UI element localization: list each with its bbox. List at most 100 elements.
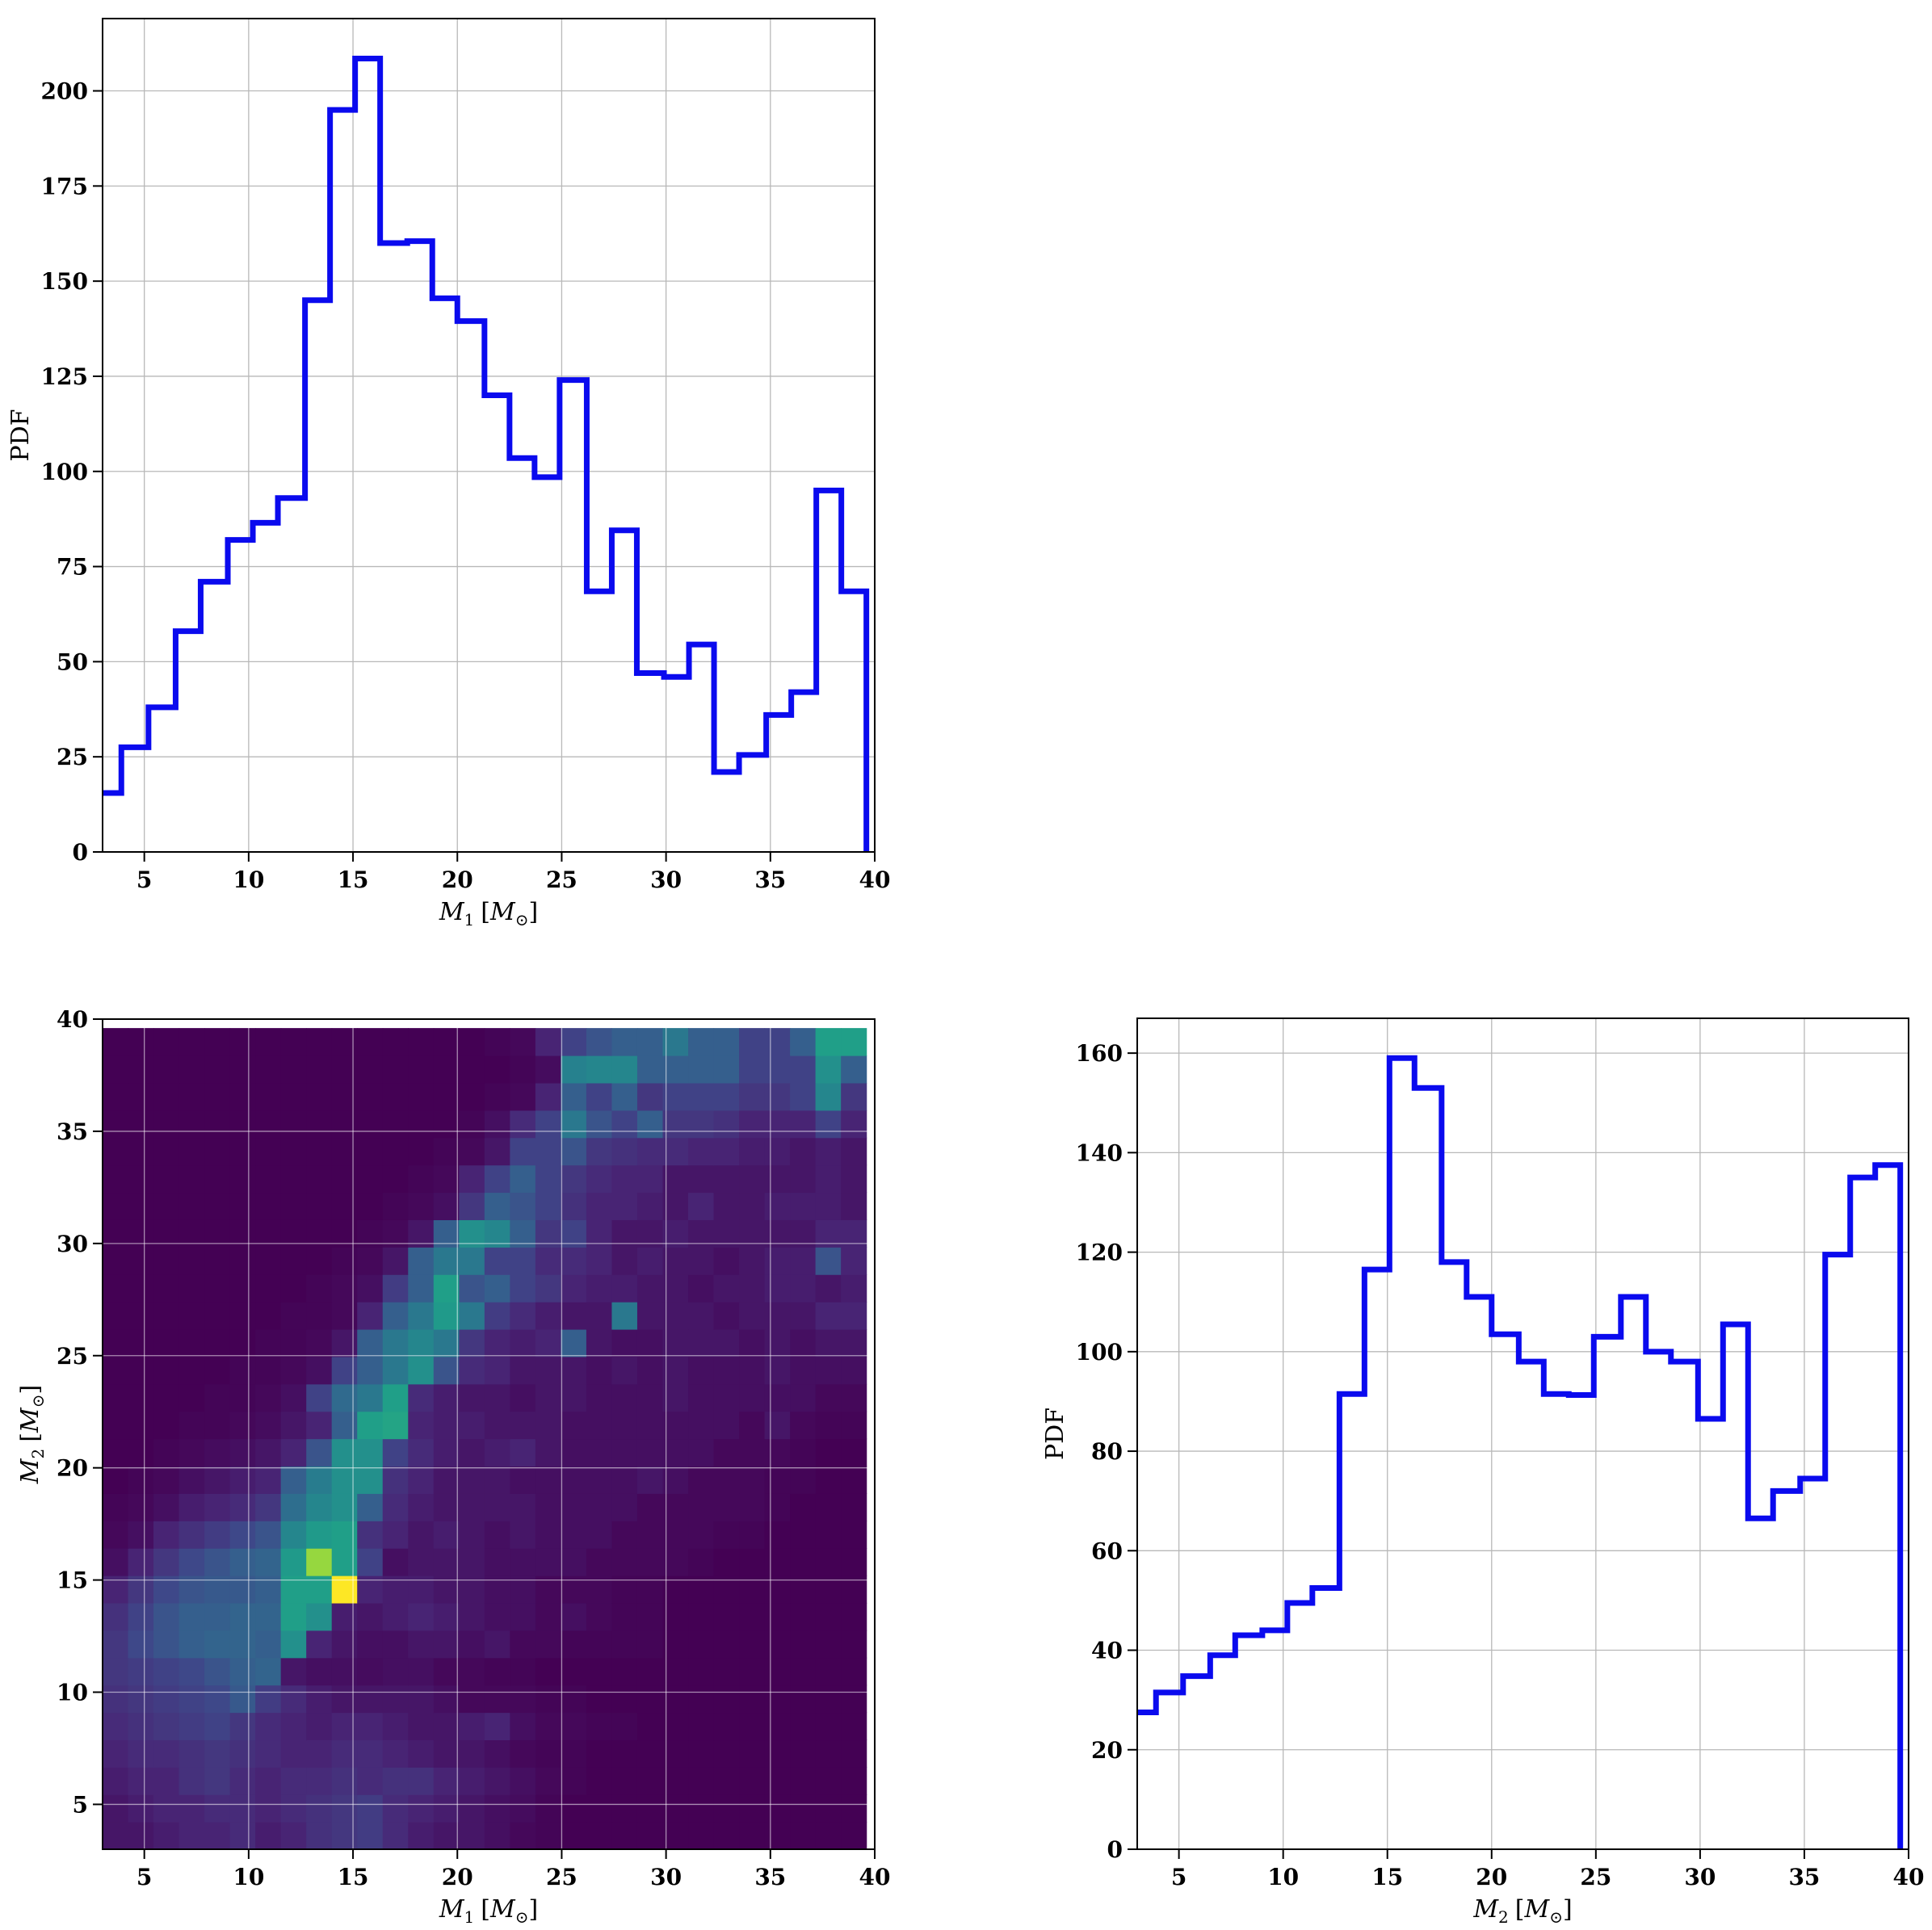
heatmap-cell <box>611 1164 638 1194</box>
heatmap-cell <box>484 1493 510 1521</box>
heatmap-cell <box>178 1712 205 1741</box>
heatmap-cell <box>128 1438 154 1467</box>
heatmap-cell <box>841 1302 867 1330</box>
heatmap-cell <box>688 1274 715 1303</box>
heatmap-cell <box>229 1247 256 1275</box>
heatmap-cell <box>178 1274 205 1303</box>
heatmap-cell <box>510 1192 536 1220</box>
plot-area <box>103 19 875 852</box>
heatmap-cell <box>408 1164 435 1194</box>
heatmap-cell <box>636 1328 664 1357</box>
heatmap-cell <box>280 1602 307 1631</box>
heatmap-cell <box>459 1712 485 1741</box>
heatmap-cell <box>841 1657 867 1686</box>
heatmap-cell <box>204 1602 231 1631</box>
heatmap-cell <box>280 1219 307 1248</box>
heatmap-cell <box>790 1137 817 1166</box>
heatmap-cell <box>382 1602 409 1631</box>
heatmap-cell <box>382 1685 409 1714</box>
heatmap-cell <box>280 1164 307 1194</box>
heatmap-cell <box>178 1630 205 1659</box>
heatmap-cell <box>484 1328 510 1357</box>
heatmap-cell <box>611 1274 638 1303</box>
heatmap-cell <box>408 1767 435 1795</box>
heatmap-cell <box>611 1383 638 1412</box>
heatmap-cell <box>408 1137 435 1166</box>
heatmap-cell <box>535 1219 561 1248</box>
heatmap-cell <box>815 1110 842 1139</box>
heatmap-cell <box>103 1739 129 1768</box>
heatmap-cell <box>510 1247 536 1275</box>
heatmap-cell <box>790 1767 817 1795</box>
heatmap-cell <box>433 1356 460 1385</box>
y-axis-label: M2[M⊙] <box>16 1385 48 1484</box>
heatmap-cell <box>561 1192 587 1220</box>
heatmap-cell <box>204 1466 231 1494</box>
heatmap-cell <box>178 1521 205 1549</box>
heatmap-cell <box>128 1356 154 1385</box>
heatmap-cell <box>790 1164 817 1194</box>
heatmap-cell <box>408 1822 435 1850</box>
heatmap-cell <box>382 1822 409 1850</box>
grid-lines <box>1137 1018 1909 1849</box>
heatmap-cell <box>662 1274 689 1303</box>
x-tick-label: 20 <box>442 1864 473 1890</box>
heatmap-cell <box>662 1767 689 1795</box>
heatmap-cell <box>433 1712 460 1741</box>
heatmap-cell <box>382 1630 409 1659</box>
heatmap-cell <box>841 1822 867 1850</box>
heatmap-cell <box>739 1712 766 1741</box>
y-tick-label: 60 <box>1091 1538 1123 1564</box>
heatmap-cell <box>178 1028 205 1056</box>
heatmap-cell <box>153 1247 180 1275</box>
heatmap-cell <box>713 1438 740 1467</box>
heatmap-cell <box>535 1466 561 1494</box>
heatmap-cell <box>764 1548 791 1576</box>
heatmap-cell <box>561 1685 587 1714</box>
heatmap-cell <box>484 1356 510 1385</box>
y-tick-label: 200 <box>41 78 88 105</box>
y-tick-label: 50 <box>57 648 88 675</box>
heatmap-cell <box>128 1657 154 1686</box>
heatmap-cell <box>153 1822 180 1850</box>
heatmap-cell <box>433 1822 460 1850</box>
heatmap-cell <box>688 1055 715 1084</box>
heatmap-cell <box>739 1739 766 1768</box>
heatmap-cell <box>306 1328 333 1357</box>
heatmap-cell <box>357 1438 384 1467</box>
y-tick-label: 35 <box>57 1118 88 1145</box>
heatmap-cell <box>229 1767 256 1795</box>
heatmap-cell <box>408 1219 435 1248</box>
heatmap-cell <box>611 1630 638 1659</box>
heatmap-cell <box>484 1302 510 1330</box>
heatmap-cell <box>433 1219 460 1248</box>
heatmap-cell <box>433 1685 460 1714</box>
heatmap-cell <box>280 1630 307 1659</box>
heatmap-cell <box>790 1028 817 1056</box>
heatmap-cell <box>382 1137 409 1166</box>
heatmap-cell <box>229 1794 256 1823</box>
x-tick-label: 25 <box>546 1864 578 1890</box>
heatmap-cell <box>255 1055 282 1084</box>
heatmap-cell <box>688 1712 715 1741</box>
heatmap-cell <box>280 1247 307 1275</box>
heatmap-cell <box>790 1466 817 1494</box>
heatmap-cell <box>484 1794 510 1823</box>
heatmap-cell <box>408 1411 435 1440</box>
heatmap-cell <box>636 1055 664 1084</box>
heatmap-cell <box>662 1055 689 1084</box>
heatmap-cell <box>433 1438 460 1467</box>
heatmap-cell <box>586 1137 613 1166</box>
heatmap-cell <box>204 1137 231 1166</box>
heatmap-cell <box>433 1548 460 1576</box>
heatmap-cell <box>459 1548 485 1576</box>
heatmap-cell <box>357 1082 384 1111</box>
heatmap-cell <box>153 1466 180 1494</box>
heatmap-cell <box>611 1767 638 1795</box>
heatmap-cell <box>535 1055 561 1084</box>
heatmap-cell <box>790 1712 817 1741</box>
heatmap-cell <box>204 1383 231 1412</box>
heatmap-cell <box>280 1055 307 1084</box>
heatmap-cell <box>688 1028 715 1056</box>
heatmap-cell <box>128 1712 154 1741</box>
